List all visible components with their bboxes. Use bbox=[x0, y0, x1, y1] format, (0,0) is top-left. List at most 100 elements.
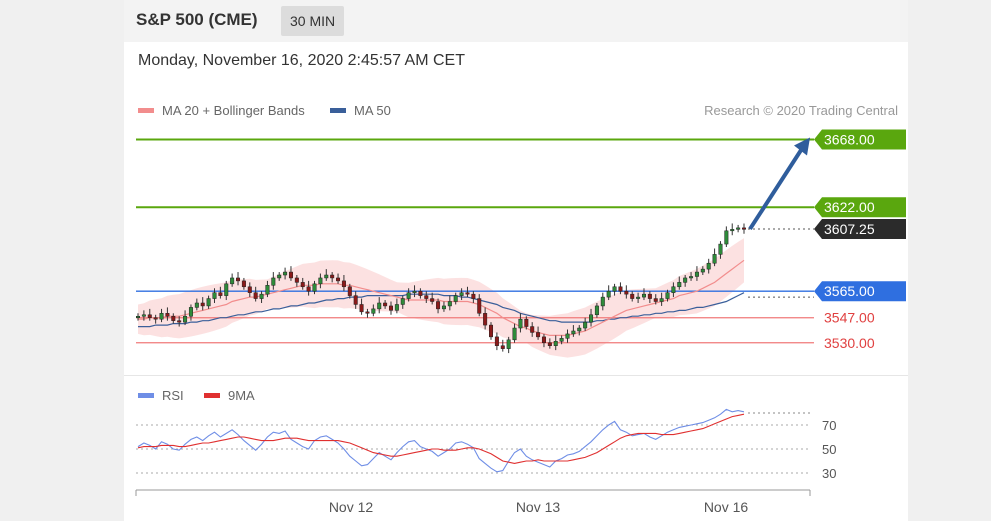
legend-ma50-label: MA 50 bbox=[354, 103, 391, 118]
candle-body bbox=[259, 293, 264, 299]
candle-body bbox=[236, 277, 241, 282]
candle-body bbox=[388, 305, 393, 311]
level-tag-resistance bbox=[814, 197, 906, 218]
candle-body bbox=[565, 333, 570, 339]
instrument-title: S&P 500 (CME) bbox=[136, 10, 258, 29]
candle-body bbox=[206, 298, 211, 307]
candle-body bbox=[436, 301, 441, 310]
candle-body bbox=[500, 345, 505, 349]
candle-body bbox=[153, 317, 158, 320]
x-tick-label: Nov 12 bbox=[329, 499, 374, 515]
candle-body bbox=[224, 283, 229, 296]
candle-body bbox=[671, 286, 676, 293]
legend-ma50: MA 50 bbox=[330, 103, 391, 118]
candle-body bbox=[577, 327, 582, 332]
candle-body bbox=[341, 280, 346, 288]
candle-body bbox=[418, 290, 423, 296]
candle-body bbox=[306, 286, 311, 292]
rsi-swatch bbox=[138, 393, 154, 399]
candle-body bbox=[453, 295, 458, 302]
candle-body bbox=[336, 277, 341, 282]
candle-body bbox=[459, 292, 464, 296]
candle-body bbox=[512, 327, 517, 341]
rsi-ma-line bbox=[137, 413, 745, 464]
candle-body bbox=[641, 293, 646, 298]
candle-body bbox=[394, 304, 399, 311]
candle-body bbox=[718, 243, 723, 255]
x-tick-label: Nov 16 bbox=[704, 499, 749, 515]
candle-body bbox=[736, 227, 741, 230]
candle-body bbox=[724, 230, 729, 245]
chart-card: S&P 500 (CME) 30 MIN Monday, November 16… bbox=[124, 0, 908, 521]
level-label-pivot: 3565.00 bbox=[824, 283, 875, 299]
level-label-support: 3547.00 bbox=[824, 310, 875, 326]
candle-body bbox=[683, 277, 688, 283]
level-label-resistance: 3668.00 bbox=[824, 131, 875, 147]
timestamp: Monday, November 16, 2020 2:45:57 AM CET bbox=[138, 52, 465, 69]
candle-body bbox=[694, 271, 699, 277]
candle-body bbox=[230, 277, 235, 285]
candle-body bbox=[147, 314, 152, 318]
rsi-tick-label: 70 bbox=[822, 418, 836, 433]
candle-body bbox=[559, 338, 564, 342]
legend-rsi-label: RSI bbox=[162, 388, 184, 403]
candle-body bbox=[600, 296, 605, 307]
candle-body bbox=[136, 315, 140, 318]
candle-body bbox=[424, 295, 429, 299]
rsi-tick-label: 50 bbox=[822, 442, 836, 457]
rsi-ma-swatch bbox=[204, 393, 220, 399]
candle-body bbox=[706, 262, 711, 270]
bollinger-bands bbox=[138, 238, 744, 358]
panel-divider bbox=[124, 375, 908, 376]
candle-body bbox=[200, 302, 205, 307]
level-label-support: 3530.00 bbox=[824, 335, 875, 351]
ma20-line bbox=[138, 259, 745, 336]
candle-body bbox=[494, 336, 499, 346]
legend-9ma-label: 9MA bbox=[228, 388, 255, 403]
candle-body bbox=[159, 313, 164, 320]
candle-body bbox=[324, 274, 329, 279]
forecast-arrow bbox=[748, 144, 806, 231]
candle-body bbox=[571, 330, 576, 335]
candle-body bbox=[171, 315, 176, 321]
candle-body bbox=[636, 296, 641, 299]
candle-body bbox=[371, 308, 376, 314]
candle-body bbox=[318, 277, 323, 285]
legend-rsi: RSI bbox=[138, 388, 184, 403]
candle-body bbox=[241, 280, 246, 288]
ma50-line bbox=[138, 292, 745, 328]
candle-body bbox=[659, 298, 664, 302]
candle-body bbox=[288, 271, 293, 279]
candle-body bbox=[489, 324, 494, 338]
candle-body bbox=[630, 293, 635, 299]
candle-body bbox=[547, 342, 552, 346]
candle-body bbox=[218, 292, 223, 296]
candle-body bbox=[624, 290, 629, 295]
price-chart: 3668.00 3622.00 3607.25 3565.00 3547.00 3530.… bbox=[135, 129, 906, 515]
candle-body bbox=[712, 254, 717, 264]
candle-body bbox=[677, 282, 682, 288]
candle-body bbox=[165, 313, 170, 317]
candle-body bbox=[618, 286, 623, 292]
candle-body bbox=[177, 320, 182, 323]
candle-body bbox=[441, 305, 446, 310]
candle-body bbox=[312, 283, 317, 292]
research-credit: Research © 2020 Trading Central bbox=[704, 103, 898, 118]
candle-body bbox=[536, 332, 541, 338]
candle-body bbox=[477, 298, 482, 314]
candle-body bbox=[541, 336, 546, 344]
candle-body bbox=[589, 314, 594, 323]
candle-body bbox=[530, 326, 535, 333]
candle-body bbox=[524, 318, 529, 327]
ma50-swatch bbox=[330, 108, 346, 114]
candle-body bbox=[300, 282, 305, 288]
candle-body bbox=[377, 302, 382, 310]
level-label-resistance: 3622.00 bbox=[824, 199, 875, 215]
candle-body bbox=[583, 321, 588, 329]
timeframe-button[interactable]: 30 MIN bbox=[281, 6, 345, 36]
chart-header: S&P 500 (CME) 30 MIN bbox=[124, 0, 908, 42]
candle-body bbox=[294, 277, 299, 283]
candle-body bbox=[447, 301, 452, 307]
candle-body bbox=[518, 318, 523, 329]
candle-body bbox=[606, 290, 611, 298]
